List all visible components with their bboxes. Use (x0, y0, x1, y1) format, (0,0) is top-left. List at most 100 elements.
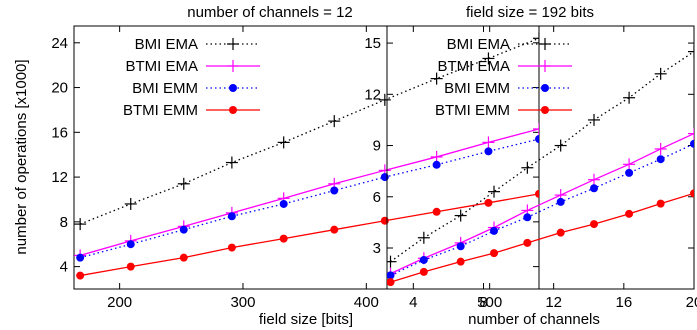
data-point (625, 168, 634, 177)
data-point (456, 242, 465, 251)
y-axis: 4 8 12 16 20 24 (51, 35, 539, 276)
x-tick-label: 4 (409, 294, 417, 311)
series-group (387, 45, 694, 287)
data-point (535, 135, 539, 144)
data-point (380, 173, 389, 182)
y-tick-label: 3 (373, 240, 381, 257)
y-tick-label: 15 (364, 35, 381, 52)
data-point (76, 271, 85, 280)
data-point (126, 240, 135, 249)
x-axis: 4 8 12 16 20 (409, 26, 697, 311)
panel-title: number of channels = 12 (187, 4, 353, 21)
x-tick-label: 200 (107, 294, 132, 311)
y-tick-label: 16 (51, 124, 68, 141)
data-point (488, 185, 501, 198)
data-point (656, 155, 665, 164)
data-point (654, 67, 667, 80)
data-point (623, 91, 636, 104)
data-point (330, 186, 339, 195)
plot-frame (73, 25, 540, 290)
legend-marker (541, 84, 549, 92)
data-point (690, 139, 694, 148)
y-tick-label: 12 (364, 86, 381, 103)
data-point (419, 267, 428, 276)
x-axis-label: field size [bits] (259, 311, 353, 328)
data-point (432, 160, 441, 169)
y-tick-label: 8 (60, 214, 68, 231)
legend-marker (229, 84, 237, 92)
data-point (484, 198, 493, 207)
y-tick-label: 9 (373, 138, 381, 155)
data-point (227, 212, 236, 221)
data-point (533, 122, 539, 135)
y-axis-label: number of operations [x1000] (13, 59, 30, 254)
data-point (328, 115, 341, 128)
y-tick-label: 6 (373, 189, 381, 206)
plot-frame (386, 25, 695, 290)
panel-field-192: field size = 192 bits 4 8 12 16 20 3 6 9 12 15 B… (364, 4, 697, 328)
data-point (556, 228, 565, 237)
data-point (521, 161, 534, 174)
legend: BMI EMA BTMI EMA BMI EMM BTMI EMM (123, 36, 260, 119)
data-point (179, 253, 188, 262)
x-axis-label: number of channels (468, 311, 600, 328)
data-point (456, 257, 465, 266)
legend-marker (539, 38, 551, 50)
data-point (177, 177, 190, 190)
legend-label: BTMI EMA (437, 58, 510, 75)
legend-label: BTMI EMA (125, 58, 198, 75)
x-axis: 200 300 400 500 (107, 26, 502, 311)
data-point (330, 225, 339, 234)
data-point (523, 213, 532, 222)
y-axis: 3 6 9 12 15 (364, 35, 694, 257)
data-point (623, 158, 636, 171)
data-point (74, 218, 87, 231)
data-point (380, 216, 389, 225)
data-point (490, 226, 499, 235)
data-point (378, 93, 391, 106)
data-point (588, 113, 601, 126)
x-tick-label: 20 (686, 294, 697, 311)
series-line (80, 138, 539, 259)
data-point (625, 209, 634, 218)
series-line (390, 143, 694, 276)
legend-marker (227, 38, 239, 50)
series-line (390, 133, 694, 275)
y-tick-label: 12 (51, 169, 68, 186)
legend-label: BMI EMA (447, 36, 510, 53)
data-point (179, 225, 188, 234)
panel-channels-12: number of channels = 12 200 300 400 500 4 8 1… (13, 4, 540, 328)
y-tick-label: 20 (51, 80, 68, 97)
data-point (484, 147, 493, 156)
data-point (279, 234, 288, 243)
x-tick-label: 400 (354, 294, 379, 311)
x-tick-label: 500 (477, 294, 502, 311)
data-point (535, 189, 539, 198)
legend-label: BMI EMA (135, 36, 198, 53)
data-point (387, 271, 395, 280)
data-point (417, 231, 430, 244)
data-point (688, 45, 694, 58)
data-point (556, 197, 565, 206)
data-point (590, 220, 599, 229)
data-point (482, 52, 495, 65)
x-tick-label: 300 (230, 294, 255, 311)
legend-label: BMI EMM (132, 80, 198, 97)
data-point (588, 173, 601, 186)
data-point (387, 278, 395, 287)
legend-marker (541, 106, 549, 114)
data-point (690, 189, 694, 198)
data-point (656, 199, 665, 208)
legend-label: BTMI EMM (435, 102, 510, 119)
legend-label: BMI EMM (444, 80, 510, 97)
legend-marker (539, 60, 551, 72)
y-tick-label: 24 (51, 35, 68, 52)
data-point (482, 136, 495, 149)
data-point (430, 72, 443, 85)
data-point (490, 249, 499, 258)
legend-label: BTMI EMM (123, 102, 198, 119)
data-point (523, 238, 532, 247)
series-line (390, 192, 694, 283)
data-point (76, 253, 85, 262)
